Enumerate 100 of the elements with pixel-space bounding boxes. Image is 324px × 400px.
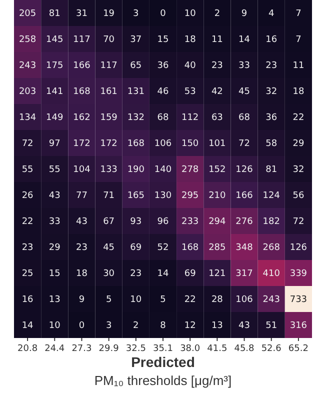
data-label: 51 xyxy=(266,321,278,332)
data-label: 4 xyxy=(268,9,274,20)
data-label: 45 xyxy=(103,243,115,254)
data-label: 104 xyxy=(73,165,91,176)
data-label: 42 xyxy=(211,87,223,98)
data-label: 72 xyxy=(292,217,304,228)
data-label: 81 xyxy=(48,9,60,20)
data-label: 316 xyxy=(290,321,308,332)
data-label: 43 xyxy=(48,191,60,202)
data-label: 29 xyxy=(48,243,61,254)
data-label: 295 xyxy=(181,191,199,202)
data-label: 36 xyxy=(266,113,278,124)
data-label: 106 xyxy=(154,139,172,150)
data-label: 9 xyxy=(78,295,85,306)
data-label: 69 xyxy=(184,269,196,280)
data-label: 117 xyxy=(100,61,118,72)
x-tick-label: 27.3 xyxy=(72,344,92,354)
data-label: 203 xyxy=(18,87,36,98)
data-label: 159 xyxy=(100,113,118,124)
data-label: 166 xyxy=(73,61,91,72)
data-label: 5 xyxy=(160,295,166,306)
data-label: 69 xyxy=(130,243,142,254)
data-label: 243 xyxy=(18,61,36,72)
data-label: 23 xyxy=(266,61,278,72)
data-label: 149 xyxy=(46,113,64,124)
data-label: 106 xyxy=(236,295,254,306)
data-label: 71 xyxy=(103,191,115,202)
data-label: 70 xyxy=(103,35,115,46)
data-label: 134 xyxy=(18,113,36,124)
data-label: 152 xyxy=(208,165,226,176)
data-label: 46 xyxy=(157,87,169,98)
data-label: 7 xyxy=(296,35,302,46)
data-label: 11 xyxy=(211,35,223,46)
data-label: 10 xyxy=(184,9,196,20)
data-label: 172 xyxy=(100,139,118,150)
data-label: 130 xyxy=(154,191,172,202)
data-label: 22 xyxy=(22,217,34,228)
data-label: 96 xyxy=(157,217,169,228)
data-label: 23 xyxy=(22,243,34,254)
data-label: 43 xyxy=(238,321,250,332)
data-label: 68 xyxy=(238,113,250,124)
data-label: 40 xyxy=(184,61,196,72)
x-tick-label: 32.5 xyxy=(126,344,146,354)
data-label: 23 xyxy=(76,243,88,254)
data-label: 166 xyxy=(236,191,254,202)
data-label: 65 xyxy=(130,61,142,72)
data-label: 117 xyxy=(73,35,90,46)
data-label: 16 xyxy=(266,35,278,46)
data-label: 25 xyxy=(22,269,34,280)
data-label: 33 xyxy=(238,61,250,72)
data-label: 52 xyxy=(157,243,169,254)
x-tick-label: 65.2 xyxy=(288,344,308,354)
data-label: 28 xyxy=(211,295,224,306)
data-label: 285 xyxy=(208,243,226,254)
data-label: 168 xyxy=(127,139,145,150)
data-label: 8 xyxy=(160,321,166,332)
data-label: 14 xyxy=(157,269,169,280)
data-label: 53 xyxy=(184,87,196,98)
data-label: 93 xyxy=(130,217,142,228)
data-label: 97 xyxy=(48,139,60,150)
data-label: 172 xyxy=(73,139,90,150)
data-label: 14 xyxy=(22,321,34,332)
data-label: 33 xyxy=(48,217,60,228)
data-label: 31 xyxy=(76,9,88,20)
data-label: 15 xyxy=(48,269,60,280)
data-label: 16 xyxy=(22,295,34,306)
data-label: 55 xyxy=(48,165,60,176)
data-label: 162 xyxy=(73,113,90,124)
data-label: 36 xyxy=(157,61,169,72)
data-label: 733 xyxy=(290,295,308,306)
data-label: 131 xyxy=(127,87,145,98)
x-tick-label: 24.4 xyxy=(44,344,65,354)
data-label: 19 xyxy=(103,9,115,20)
data-label: 3 xyxy=(133,9,139,20)
data-label: 161 xyxy=(100,87,118,98)
data-label: 233 xyxy=(181,217,199,228)
data-label: 45 xyxy=(238,87,250,98)
data-label: 145 xyxy=(46,35,64,46)
data-label: 317 xyxy=(236,269,253,280)
data-label: 10 xyxy=(48,321,61,332)
data-label: 72 xyxy=(22,139,34,150)
data-label: 2 xyxy=(133,321,139,332)
data-label: 0 xyxy=(78,321,85,332)
data-label: 67 xyxy=(103,217,115,228)
data-label: 13 xyxy=(211,321,223,332)
data-label: 15 xyxy=(157,35,169,46)
data-label: 23 xyxy=(211,61,223,72)
data-label: 124 xyxy=(262,191,280,202)
data-label: 175 xyxy=(46,61,64,72)
data-label: 126 xyxy=(290,243,308,254)
data-label: 37 xyxy=(130,35,142,46)
data-label: 101 xyxy=(208,139,226,150)
data-label: 182 xyxy=(262,217,280,228)
data-label: 141 xyxy=(46,87,64,98)
data-label: 14 xyxy=(238,35,250,46)
data-label: 18 xyxy=(76,269,88,280)
data-label: 339 xyxy=(290,269,308,280)
x-tick-label: 35.1 xyxy=(152,344,174,354)
data-label: 276 xyxy=(236,217,254,228)
data-label: 348 xyxy=(236,243,254,254)
